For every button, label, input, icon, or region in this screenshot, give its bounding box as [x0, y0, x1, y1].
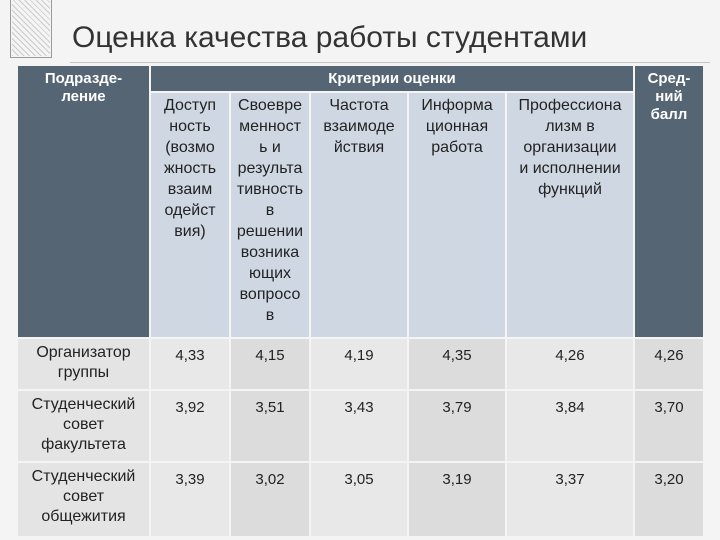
table-cell: 4,35 — [408, 337, 507, 390]
table-cell: 3,37 — [506, 461, 635, 536]
table-cell: 3,05 — [310, 461, 409, 536]
table-cell: 3,20 — [634, 461, 705, 536]
header-unit: Подразде- ление — [18, 66, 151, 339]
table-cell: 4,19 — [310, 337, 409, 390]
row-label: Студенческий совет общежития — [18, 461, 151, 536]
table-cell: 4,33 — [150, 337, 231, 390]
table-cell: 3,92 — [150, 389, 231, 462]
criteria-header-2: Своевре менност ь и результа тивность в … — [230, 92, 311, 338]
table-cell: 3,51 — [230, 389, 311, 462]
table-cell: 4,26 — [506, 337, 635, 390]
table-cell: 3,84 — [506, 389, 635, 462]
table-cell: 3,39 — [150, 461, 231, 536]
table-cell: 4,26 — [634, 337, 705, 390]
row-label: Студенческий совет факультета — [18, 389, 151, 462]
decorative-hatch — [12, 0, 50, 56]
header-criteria: Критерии оценки — [150, 66, 635, 93]
table-cell: 3,70 — [634, 389, 705, 462]
table-cell: 3,19 — [408, 461, 507, 536]
evaluation-table: Подразде- ление Критерии оценки Сред- ни… — [18, 66, 705, 536]
row-label: Организатор группы — [18, 337, 151, 390]
title-divider — [70, 62, 710, 63]
decorative-frame — [10, 0, 52, 58]
table-cell: 3,43 — [310, 389, 409, 462]
table-row: Студенческий совет общежития 3,39 3,02 3… — [18, 461, 705, 536]
page-title: Оценка качества работы студентами — [72, 21, 588, 54]
table-row: Организатор группы 4,33 4,15 4,19 4,35 4… — [18, 337, 705, 390]
criteria-header-5: Профессиона лизм в организации и исполне… — [506, 92, 635, 338]
criteria-header-4: Информа ционная работа — [408, 92, 507, 338]
criteria-header-3: Частота взаимоде йствия — [310, 92, 409, 338]
table-cell: 3,79 — [408, 389, 507, 462]
table-row: Студенческий совет факультета 3,92 3,51 … — [18, 389, 705, 462]
table-cell: 4,15 — [230, 337, 311, 390]
table-cell: 3,02 — [230, 461, 311, 536]
criteria-header-1: Доступ ность (возмо жность взаим одейст … — [150, 92, 231, 338]
header-average: Сред- ний балл — [634, 66, 705, 339]
